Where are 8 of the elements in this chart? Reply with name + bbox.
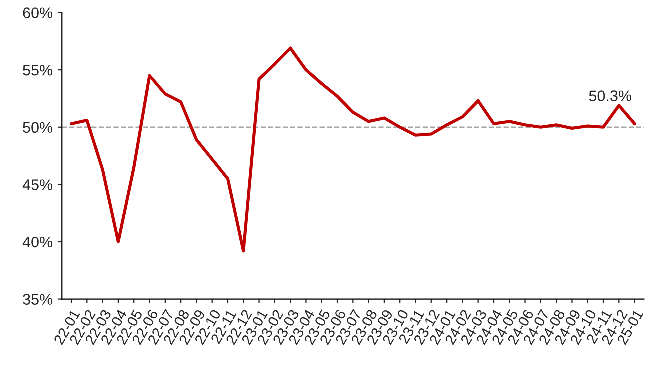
- annotation: 50.3%: [589, 90, 632, 102]
- y-tick-label: 60%: [23, 8, 53, 18]
- y-tick-label: 45%: [22, 180, 53, 190]
- y-tick-label: 40%: [22, 236, 53, 248]
- y-tick-label: 55%: [23, 65, 53, 76]
- line-series: [70, 46, 636, 253]
- y-tick-label: 35%: [23, 294, 53, 305]
- y-tick-label: 50%: [23, 122, 53, 134]
